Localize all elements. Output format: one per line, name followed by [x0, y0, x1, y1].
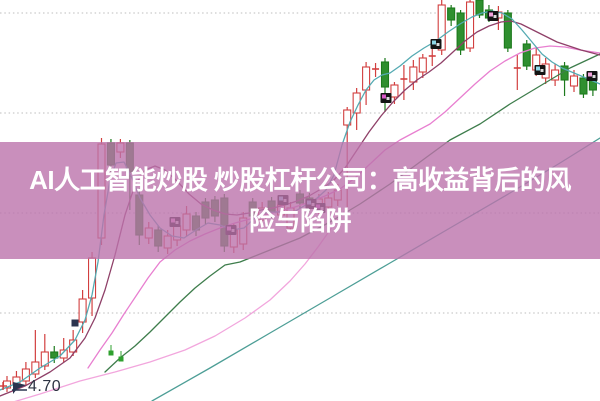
price-label: 4.70 [28, 378, 62, 395]
moving-average-lines [0, 10, 600, 401]
candles [2, 0, 597, 392]
